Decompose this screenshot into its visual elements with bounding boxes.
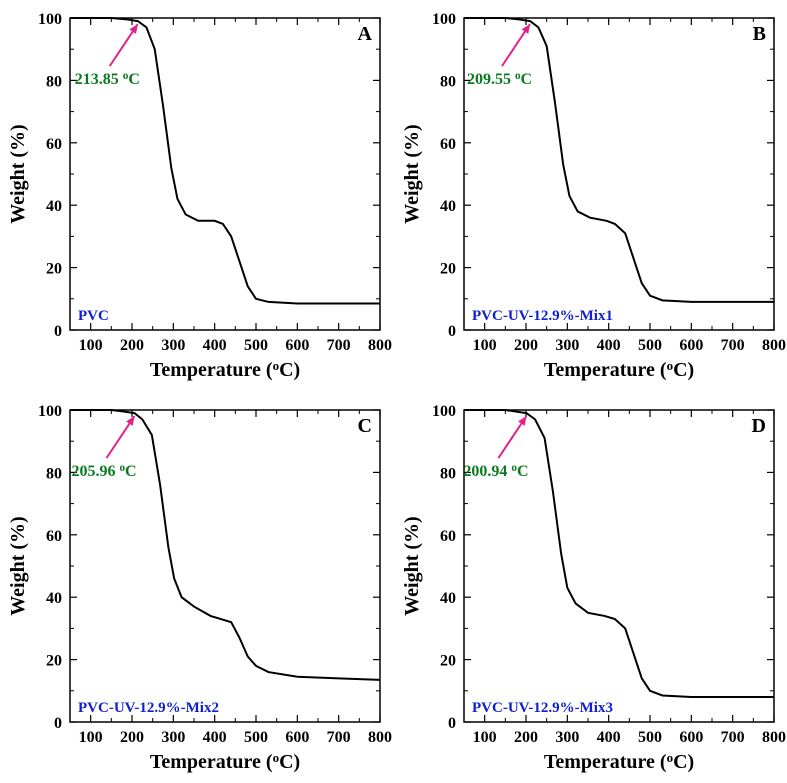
xtick-label: 500 xyxy=(638,729,662,746)
x-axis-label: Temperature (oC) xyxy=(150,750,300,773)
panel-letter: C xyxy=(358,415,372,437)
xtick-label: 200 xyxy=(514,337,538,354)
ytick-label: 80 xyxy=(46,73,62,90)
x-axis-label: Temperature (oC) xyxy=(150,358,300,381)
ytick-label: 60 xyxy=(440,527,456,544)
sample-label: PVC-UV-12.9%-Mix1 xyxy=(472,308,613,324)
y-axis-label: Weight (%) xyxy=(7,516,29,615)
ytick-label: 20 xyxy=(440,652,456,669)
sample-label: PVC-UV-12.9%-Mix3 xyxy=(472,700,613,716)
panel-letter: B xyxy=(752,23,765,45)
xtick-label: 200 xyxy=(120,337,144,354)
xtick-label: 300 xyxy=(161,729,185,746)
ytick-label: 100 xyxy=(38,11,62,28)
xtick-label: 600 xyxy=(285,337,309,354)
panel-letter: D xyxy=(751,415,765,437)
xtick-label: 400 xyxy=(596,337,620,354)
xtick-label: 300 xyxy=(555,337,579,354)
xtick-label: 200 xyxy=(120,729,144,746)
xtick-label: 800 xyxy=(762,337,786,354)
annotation-arrow-head xyxy=(521,24,529,34)
ytick-label: 80 xyxy=(440,73,456,90)
xtick-label: 600 xyxy=(679,729,703,746)
ytick-label: 100 xyxy=(432,11,456,28)
y-axis-label: Weight (%) xyxy=(7,124,29,223)
panel-d: 100 200 300 400 500 600 700 800 0 20 40 60 80 100 200.… xyxy=(394,392,787,783)
xtick-label: 500 xyxy=(244,337,268,354)
xtick-label: 600 xyxy=(679,337,703,354)
xtick-label: 500 xyxy=(638,337,662,354)
ytick-label: 80 xyxy=(46,465,62,482)
xtick-label: 400 xyxy=(203,337,227,354)
xtick-label: 100 xyxy=(79,729,103,746)
annotation-arrow-head xyxy=(126,416,134,426)
x-axis-label: Temperature (oC) xyxy=(543,358,693,381)
y-axis-label: Weight (%) xyxy=(401,124,423,223)
xtick-label: 100 xyxy=(79,337,103,354)
xtick-label: 700 xyxy=(720,729,744,746)
annotation-temperature: 205.96 oC xyxy=(71,462,136,480)
annotation-temperature: 209.55 oC xyxy=(466,70,531,88)
xtick-label: 700 xyxy=(720,337,744,354)
ytick-label: 80 xyxy=(440,465,456,482)
tga-curve xyxy=(464,410,774,697)
xtick-label: 400 xyxy=(596,729,620,746)
ytick-label: 40 xyxy=(440,198,456,215)
xtick-label: 100 xyxy=(472,729,496,746)
ytick-label: 40 xyxy=(440,590,456,607)
xtick-label: 700 xyxy=(327,729,351,746)
xtick-label: 800 xyxy=(368,337,392,354)
xtick-label: 200 xyxy=(514,729,538,746)
xtick-label: 600 xyxy=(285,729,309,746)
xtick-label: 700 xyxy=(327,337,351,354)
panel-b: 100 200 300 400 500 600 700 800 0 20 40 60 80 100 209.… xyxy=(394,0,787,392)
annotation-temperature: 200.94 oC xyxy=(463,462,528,480)
xtick-label: 300 xyxy=(161,337,185,354)
ytick-label: 40 xyxy=(46,198,62,215)
ytick-label: 0 xyxy=(448,715,456,732)
panel-c: 100 200 300 400 500 600 700 800 0 20 40 60 80 100 205.… xyxy=(0,392,394,783)
annotation-arrow-head xyxy=(129,24,137,34)
ytick-label: 100 xyxy=(38,403,62,420)
sample-label: PVC-UV-12.9%-Mix2 xyxy=(78,700,219,716)
plot-frame xyxy=(464,410,774,722)
tga-curve xyxy=(464,18,774,302)
tga-curve xyxy=(70,410,380,680)
annotation-arrow-head xyxy=(518,416,526,426)
xtick-label: 300 xyxy=(555,729,579,746)
ytick-label: 0 xyxy=(448,323,456,340)
panel-a: 100 200 300 400 500 600 700 800 0 20 40 60 80 100 213.… xyxy=(0,0,394,392)
plot-frame xyxy=(70,18,380,330)
ytick-label: 0 xyxy=(54,715,62,732)
annotation-temperature: 213.85 oC xyxy=(75,70,140,88)
ytick-label: 60 xyxy=(440,136,456,153)
ytick-label: 20 xyxy=(46,261,62,278)
xtick-label: 400 xyxy=(203,729,227,746)
xtick-label: 800 xyxy=(762,729,786,746)
ytick-label: 60 xyxy=(46,136,62,153)
plot-frame xyxy=(464,18,774,330)
ytick-label: 100 xyxy=(432,403,456,420)
ytick-label: 60 xyxy=(46,527,62,544)
ytick-label: 0 xyxy=(54,323,62,340)
ytick-label: 20 xyxy=(46,652,62,669)
xtick-label: 100 xyxy=(472,337,496,354)
ytick-label: 20 xyxy=(440,261,456,278)
xtick-label: 500 xyxy=(244,729,268,746)
sample-label: PVC xyxy=(78,308,109,324)
xtick-label: 800 xyxy=(368,729,392,746)
ytick-label: 40 xyxy=(46,590,62,607)
tga-curve xyxy=(70,18,380,303)
y-axis-label: Weight (%) xyxy=(401,516,423,615)
plot-frame xyxy=(70,410,380,722)
x-axis-label: Temperature (oC) xyxy=(543,750,693,773)
panel-letter: A xyxy=(358,23,373,45)
